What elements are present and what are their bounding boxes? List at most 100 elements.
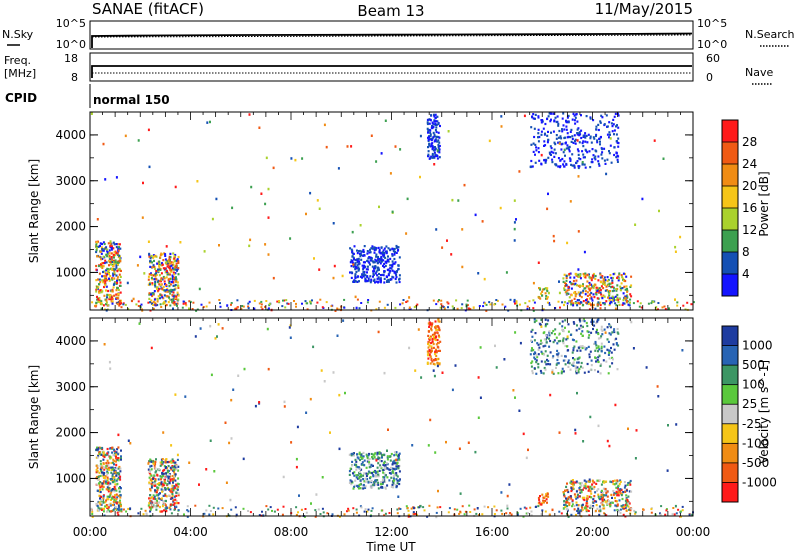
power-echo-cell (559, 159, 562, 162)
power-echo-cell (170, 288, 173, 291)
power-echo-cell (574, 122, 577, 125)
power-echo-cell (611, 295, 614, 298)
power-echo-cell (371, 245, 374, 248)
power-echo-cell (433, 123, 436, 126)
power-echo-cell (601, 276, 603, 279)
velocity-echo-cell (228, 441, 231, 445)
power-echo-cell (358, 250, 360, 253)
velocity-echo-cell (361, 461, 364, 464)
velocity-echo-cell (102, 458, 105, 461)
velocity-echo-cell (104, 478, 107, 481)
velocity-echo-cell (570, 489, 573, 493)
power-echo-cell (116, 261, 119, 264)
velocity-echo-cell (616, 479, 619, 482)
velocity-echo-cell (608, 444, 611, 448)
power-echo-cell (173, 273, 176, 276)
velocity-echo-cell (604, 490, 607, 493)
velocity-echo-cell (357, 487, 360, 490)
velocity-echo-cell (615, 343, 618, 346)
power-echo-cell (461, 228, 464, 231)
velocity-echo-cell (573, 493, 576, 496)
velocity-echo-cell (90, 507, 93, 510)
power-echo-cell (429, 145, 432, 148)
velocity-echo-cell (584, 485, 587, 488)
power-echo-cell (442, 306, 445, 309)
velocity-echo-cell (380, 481, 382, 484)
velocity-echo-cell (672, 507, 675, 509)
power-echo-cell (162, 302, 165, 305)
velocity-echo-cell (112, 500, 115, 504)
velocity-echo-cell (396, 482, 399, 485)
velocity-echo-cell (150, 480, 153, 483)
velocity-echo-cell (531, 335, 534, 338)
velocity-echo-cell (366, 473, 369, 476)
power-echo-cell (182, 302, 185, 305)
velocity-echo-cell (606, 490, 609, 493)
power-echo-cell (598, 289, 600, 292)
power-echo-cell (166, 290, 169, 293)
velocity-echo-cell (144, 509, 147, 512)
velocity-echo-cell (116, 482, 119, 485)
power-echo-cell (427, 153, 430, 156)
power-echo-cell (380, 152, 383, 155)
velocity-echo-cell (546, 336, 549, 339)
velocity-echo-cell (106, 495, 109, 498)
power-echo-cell (542, 308, 545, 311)
velocity-echo-cell (575, 501, 578, 504)
power-echo-cell (383, 247, 386, 250)
power-echo-cell (384, 256, 387, 259)
power-echo-cell (601, 297, 604, 300)
power-echo-cell (140, 303, 143, 306)
power-echo-cell (595, 134, 597, 138)
velocity-echo-cell (174, 505, 176, 508)
power-echo-cell (177, 298, 180, 301)
power-echo-cell (436, 149, 439, 152)
velocity-echo-cell (567, 349, 570, 352)
power-echo-cell (375, 160, 378, 163)
power-echo-cell (577, 284, 580, 287)
power-echo-cell (437, 143, 440, 147)
velocity-echo-cell (113, 478, 116, 481)
velocity-echo-cell (545, 334, 548, 337)
power-echo-cell (169, 252, 172, 255)
power-echo-cell (160, 277, 163, 280)
power-echo-cell (434, 153, 437, 156)
velocity-echo-cell (602, 504, 605, 507)
velocity-echo-cell (607, 340, 610, 343)
velocity-echo-cell (355, 476, 358, 479)
power-echo-cell (153, 265, 156, 269)
power-echo-cell (380, 252, 383, 255)
velocity-echo-cell (376, 466, 379, 469)
power-echo-cell (614, 302, 617, 305)
velocity-echo-cell (383, 476, 386, 479)
velocity-echo-cell (611, 356, 614, 359)
power-echo-cell (622, 272, 625, 275)
velocity-echo-cell (103, 468, 106, 471)
velocity-echo-cell (620, 504, 623, 508)
power-echo-cell (596, 297, 599, 300)
power-echo-cell (406, 197, 409, 201)
velocity-echo-cell (99, 464, 102, 467)
velocity-echo-cell (154, 489, 156, 492)
power-echo-cell (627, 303, 630, 306)
noise-left-tick-top: 10^5 (56, 17, 86, 30)
velocity-echo-cell (535, 505, 538, 508)
velocity-echo-cell (572, 349, 575, 352)
velocity-echo-cell (153, 495, 156, 498)
velocity-echo-cell (103, 471, 106, 475)
velocity-echo-cell (265, 505, 268, 508)
velocity-echo-cell (117, 467, 120, 470)
power-echo-cell (174, 272, 177, 275)
power-echo-cell (604, 162, 607, 165)
power-echo-cell (253, 307, 256, 310)
velocity-echo-cell (593, 369, 596, 372)
power-echo-cell (381, 251, 384, 254)
velocity-echo-cell (448, 507, 451, 510)
noise-sky-line (91, 32, 693, 48)
velocity-echo-cell (370, 452, 373, 456)
velocity-echo-cell (119, 501, 122, 505)
velocity-echo-cell (149, 470, 151, 473)
power-echo-cell (154, 254, 157, 257)
velocity-echo-cell (154, 462, 157, 465)
